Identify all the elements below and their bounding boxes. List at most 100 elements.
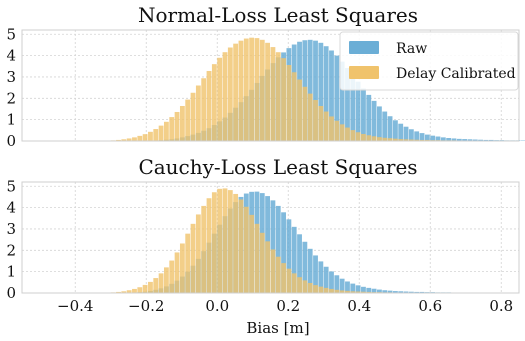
bar-raw	[313, 40, 318, 141]
bar-raw	[318, 42, 324, 142]
bar-delay-calibrated	[392, 138, 398, 141]
bar-delay-calibrated	[153, 278, 159, 293]
bar-delay-calibrated	[313, 100, 318, 141]
bar-raw	[403, 291, 409, 293]
bar-raw	[424, 134, 430, 141]
bar-delay-calibrated	[222, 52, 228, 142]
bar-delay-calibrated	[179, 105, 185, 141]
x-tick-label: 0.2	[276, 297, 300, 315]
bar-raw	[371, 100, 377, 141]
bar-raw	[467, 139, 473, 141]
bar-raw	[366, 94, 372, 141]
bar-delay-calibrated	[313, 285, 318, 293]
bar-delay-calibrated	[366, 135, 372, 141]
y-tick-label: 2	[6, 89, 16, 107]
bar-raw	[286, 219, 292, 293]
bar-delay-calibrated	[121, 291, 127, 293]
y-tick-label: 0	[6, 284, 16, 302]
bar-delay-calibrated	[265, 241, 270, 293]
bar-raw	[408, 291, 414, 293]
bar-raw	[398, 123, 404, 141]
bar-raw	[270, 200, 276, 293]
bar-raw	[355, 81, 361, 141]
bar-delay-calibrated	[286, 268, 292, 293]
chart-title: Normal-Loss Least Squares	[138, 3, 418, 27]
bar-raw	[398, 291, 404, 293]
bar-delay-calibrated	[132, 137, 137, 141]
plot-frame	[21, 181, 520, 294]
bar-raw	[350, 74, 356, 141]
bar-delay-calibrated	[227, 190, 233, 293]
bar-raw	[350, 283, 356, 293]
bar-delay-calibrated	[329, 116, 334, 141]
bar-raw	[377, 289, 382, 293]
bar-raw	[392, 291, 398, 293]
bar-delay-calibrated	[318, 105, 324, 141]
bar-raw	[307, 248, 313, 293]
bar-raw	[334, 55, 340, 142]
bar-delay-calibrated	[148, 131, 153, 141]
bar-raw	[451, 138, 457, 141]
bar-raw	[318, 261, 324, 293]
bar-delay-calibrated	[164, 121, 169, 141]
bar-delay-calibrated	[254, 223, 260, 293]
bar-raw	[382, 290, 388, 293]
bar-raw	[419, 133, 425, 141]
bar-delay-calibrated	[302, 86, 308, 141]
bar-delay-calibrated	[206, 70, 212, 141]
bar-delay-calibrated	[259, 39, 265, 141]
bar-delay-calibrated	[217, 188, 223, 293]
bar-delay-calibrated	[222, 188, 228, 293]
bar-delay-calibrated	[142, 134, 148, 141]
bar-delay-calibrated	[227, 47, 233, 141]
bar-delay-calibrated	[275, 256, 281, 293]
bar-delay-calibrated	[323, 111, 329, 141]
bar-delay-calibrated	[195, 85, 201, 141]
legend-box	[339, 31, 519, 91]
bar-delay-calibrated	[179, 243, 185, 293]
bar-raw	[291, 226, 297, 293]
legend-label-raw: Raw	[396, 41, 427, 57]
bar-delay-calibrated	[398, 139, 404, 141]
bar-raw	[355, 285, 361, 293]
bar-delay-calibrated	[238, 40, 244, 141]
bar-delay-calibrated	[339, 124, 345, 141]
bar-delay-calibrated	[307, 93, 313, 141]
bar-raw	[323, 46, 329, 141]
bar-raw	[323, 266, 329, 293]
x-tick-label: 0.8	[489, 297, 513, 315]
bar-delay-calibrated	[403, 139, 409, 141]
bar-raw	[339, 61, 345, 142]
bar-delay-calibrated	[345, 127, 350, 141]
bar-delay-calibrated	[414, 139, 420, 141]
bar-delay-calibrated	[371, 136, 377, 141]
bar-delay-calibrated	[201, 78, 207, 141]
bar-delay-calibrated	[329, 288, 334, 293]
x-tick-label: 0.4	[347, 297, 371, 315]
bar-raw	[382, 111, 388, 141]
bar-delay-calibrated	[190, 92, 196, 141]
y-tick-labels: 0 1 2 3 4 5	[6, 25, 16, 150]
bar-raw	[472, 139, 478, 141]
bar-raw	[440, 137, 446, 141]
bar-delay-calibrated	[158, 273, 164, 293]
bar-delay-calibrated	[419, 139, 425, 141]
bar-delay-calibrated	[350, 291, 356, 293]
bar-delay-calibrated	[291, 72, 297, 141]
bar-delay-calibrated	[164, 267, 169, 293]
bar-delay-calibrated	[361, 291, 366, 293]
x-axis-label: Bias [m]	[246, 319, 309, 337]
bar-delay-calibrated	[233, 193, 239, 293]
x-tick-label: 0.6	[418, 297, 442, 315]
panel-normal-loss: Normal-Loss Least Squares 0 1 2 3 4 5 Raw Del…	[6, 3, 525, 150]
bar-delay-calibrated	[126, 290, 132, 293]
bar-delay-calibrated	[249, 37, 255, 141]
bar-raw	[377, 106, 382, 141]
bar-delay-calibrated	[137, 135, 143, 141]
bar-delay-calibrated	[254, 38, 260, 141]
legend-label-delay-calibrated: Delay Calibrated	[396, 66, 516, 82]
y-tick-label: 1	[6, 111, 16, 129]
bar-raw	[430, 135, 436, 141]
bar-delay-calibrated	[424, 139, 430, 141]
